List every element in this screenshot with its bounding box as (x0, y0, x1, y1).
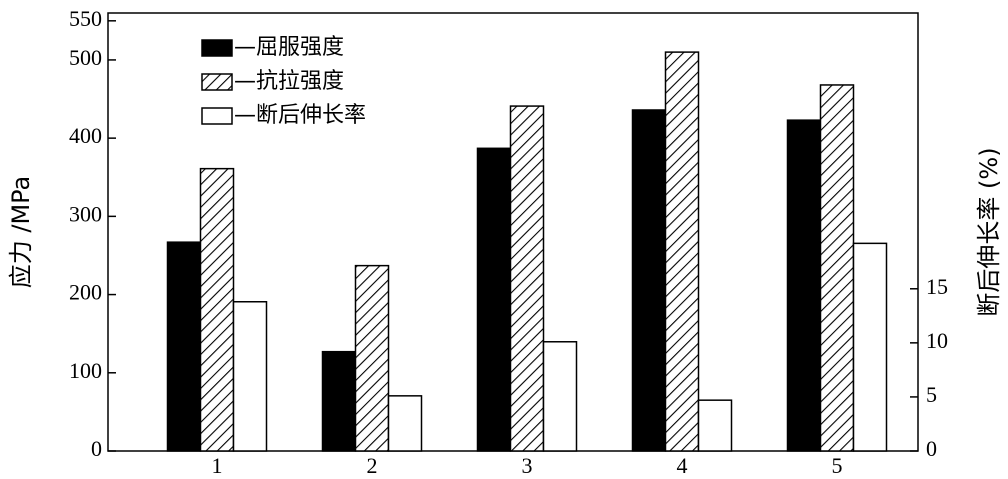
y-tick-label: 300 (69, 201, 102, 226)
y2-tick-label: 0 (926, 436, 937, 461)
bar (321, 350, 357, 452)
legend-label: —断后伸长率 (234, 103, 366, 128)
x-tick-label: 1 (212, 453, 223, 478)
bar (476, 147, 512, 452)
legend-label: —抗拉强度 (234, 69, 344, 94)
bar (664, 51, 700, 452)
bar (509, 105, 545, 452)
x-tick-label: 2 (367, 453, 378, 478)
bar (819, 84, 855, 452)
y-axis-title: 应力 /MPa (7, 176, 35, 289)
bar (166, 241, 202, 452)
bar (542, 341, 578, 452)
y-tick-label: 400 (69, 123, 102, 148)
y-tick-label: 200 (69, 280, 102, 305)
bar (697, 399, 733, 452)
legend-label: —屈服强度 (234, 35, 344, 60)
legend: —屈服强度 —抗拉强度 —断后伸长率 (201, 35, 366, 128)
y2-tick-label: 5 (926, 382, 937, 407)
y-tick-label: 550 (69, 6, 102, 31)
bar (354, 264, 390, 452)
y2-tick-label: 10 (926, 328, 948, 353)
bar (631, 109, 667, 452)
bar (232, 301, 268, 452)
bar (387, 395, 423, 452)
bar (199, 167, 235, 452)
legend-swatch (201, 39, 233, 57)
y-tick-label: 500 (69, 45, 102, 70)
bar (852, 242, 888, 452)
x-tick-label: 5 (832, 453, 843, 478)
y-tick-label: 0 (91, 436, 102, 461)
y-tick-label: 100 (69, 358, 102, 383)
y2-axis-title: 断后伸长率 (%) (975, 147, 1003, 316)
legend-swatch (201, 107, 233, 125)
legend-swatch (201, 73, 233, 91)
x-tick-label: 4 (677, 453, 688, 478)
y2-tick-label: 15 (926, 274, 948, 299)
bar (786, 119, 822, 452)
x-tick-label: 3 (522, 453, 533, 478)
